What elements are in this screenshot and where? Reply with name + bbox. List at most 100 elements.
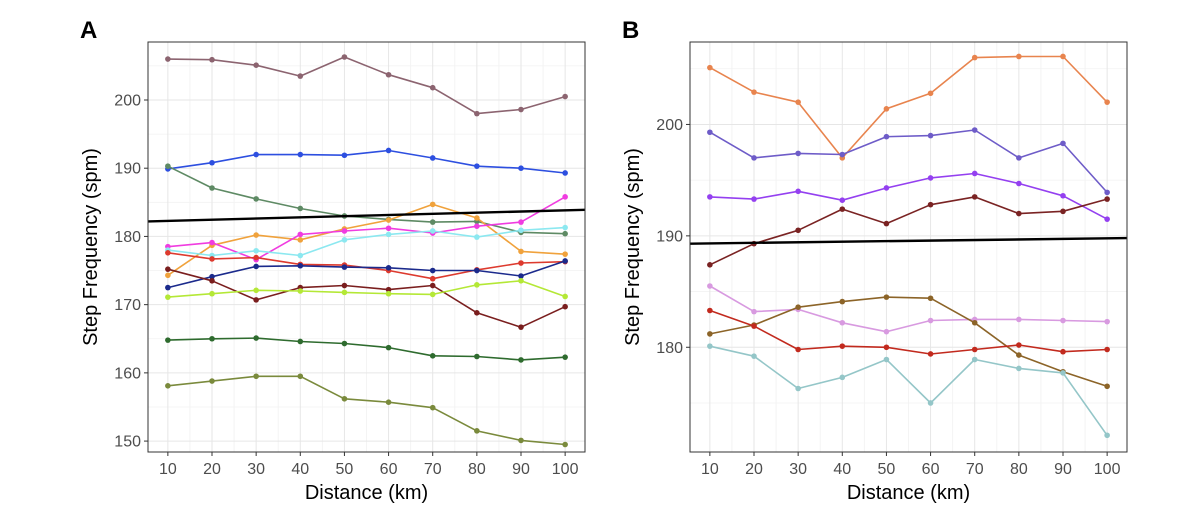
panel-b-series-2-point	[927, 132, 934, 139]
panel-b-x-tick-label: 50	[878, 461, 896, 478]
panel-b-series-7-point	[883, 344, 890, 351]
panel-a-series-12-point	[341, 395, 348, 402]
panel-a-series-10-line	[167, 279, 566, 298]
panel-a-series-2-point	[341, 152, 348, 159]
panel-b-series-8-point	[1060, 370, 1066, 376]
panel-a-series-9-point	[429, 282, 436, 289]
panel-b-series-7-point	[751, 323, 757, 329]
panel-a-series-1-point	[562, 93, 568, 100]
panel-a-series-12-point	[297, 373, 304, 380]
panel-b-series-3-point	[839, 197, 846, 204]
panel-a-series-9-point	[165, 266, 171, 272]
panel-a-series-1-point	[209, 56, 215, 63]
panel-b-trend-line	[689, 236, 1128, 245]
panel-a-series-9-point	[385, 286, 392, 293]
panel-a-series-2-point	[253, 151, 259, 158]
panel-a-x-tick-label: 90	[512, 461, 530, 478]
panel-b-series-8-point	[751, 353, 757, 359]
panel-a-series-3-point	[562, 230, 568, 237]
panel-b-border	[689, 41, 1128, 453]
panel-a-y-tick-label: 190	[114, 161, 141, 178]
panel-b-series-7-point	[795, 346, 801, 353]
panel-b-series	[689, 53, 1128, 439]
panel-b-series-4-point	[1104, 196, 1110, 202]
panel-b-series-3-point	[751, 196, 757, 202]
panel-a-series-11-point	[165, 337, 171, 343]
panel-a-series-11-point	[518, 357, 524, 363]
panel-a-axes: 10 20 30 40 50 60 70 80 90 100 150 160 170 180 190 200	[114, 92, 578, 478]
panel-b-series-6-point	[1104, 383, 1110, 390]
panel-a-x-tick-label: 80	[468, 461, 486, 478]
panel-b-series-4-point	[883, 220, 890, 227]
panel-b: B 10 20 30 40 50 60 70 80 90 100 180 190 200 Distanc…	[622, 17, 1128, 504]
panel-b-series-8-point	[707, 343, 713, 349]
panel-a-series-6-point	[297, 252, 304, 259]
panel-b-series-3-point	[795, 188, 801, 195]
panel-a-series-11-point	[474, 353, 480, 360]
panel-a-series-9-point	[474, 310, 480, 316]
panel-b-series-7-point	[1104, 346, 1110, 353]
panel-a-series-6-point	[253, 247, 259, 254]
panel-b-series-5-point	[707, 283, 713, 289]
panel-a-series-8-point	[165, 284, 171, 291]
panel-a-series-1-point	[297, 73, 304, 79]
panel-b-series-2-point	[1104, 189, 1110, 196]
panel-b-series-7-line	[709, 309, 1108, 355]
panel-a-series-1-point	[385, 71, 392, 78]
panel-a-series-8-point	[518, 273, 524, 279]
panel-a-series-10-point	[474, 282, 480, 288]
panel-a-series-4-point	[562, 251, 568, 257]
panel-a-series-5-point	[341, 228, 348, 234]
panel-b-series-4-point	[1060, 208, 1066, 215]
panel-b-series-5-point	[927, 317, 934, 324]
panel-a-series-12-point	[474, 428, 480, 434]
panel-b-series-3-point	[927, 175, 934, 181]
panel-a-series-6-point	[341, 237, 348, 243]
panel-b-series-5-point	[883, 328, 890, 335]
panel-a-series-12-point	[518, 437, 524, 444]
panel-a-series-7-point	[518, 260, 524, 266]
panel-a-series-11-line	[167, 337, 566, 361]
panel-a-x-axis-title: Distance (km)	[305, 482, 428, 504]
panel-a-y-tick-label: 150	[114, 434, 141, 451]
panel-b-series-6-point	[883, 294, 890, 300]
panel-b-series-8-point	[1104, 432, 1110, 439]
panel-a-trend-line	[147, 208, 586, 223]
panel-a-series-10-point	[385, 290, 392, 297]
panel-b-series-4-point	[927, 201, 934, 208]
panel-a-series-7-point	[253, 254, 259, 261]
panel-b-series-7-point	[1016, 342, 1022, 348]
panel-a-series-9-point	[518, 324, 524, 330]
panel-b-series-1-point	[883, 106, 890, 112]
panel-a-series-10-point	[165, 294, 171, 300]
panel-a-x-tick-label: 30	[247, 461, 265, 478]
panel-a-series-9-point	[341, 282, 348, 289]
panel-a-series	[147, 54, 586, 448]
panel-b-series-6-point	[927, 295, 934, 302]
panel-a-series-8-point	[297, 262, 304, 269]
panel-a-y-tick-label: 170	[114, 297, 141, 314]
panel-b-series-6-point	[971, 319, 978, 326]
panel-a-series-10-point	[297, 288, 304, 294]
panel-a-x-tick-label: 60	[380, 461, 398, 478]
panel-b-series-7-point	[707, 307, 713, 314]
panel-b-series-4-point	[707, 262, 713, 268]
panel-a-series-12-point	[429, 404, 436, 411]
panel-a-series-11-point	[562, 354, 568, 360]
panel-b-series-2-point	[1060, 140, 1066, 147]
panel-b-series-8-point	[927, 400, 934, 406]
panel-a-series-2-point	[562, 170, 568, 176]
panel-a-y-tick-label: 180	[114, 229, 141, 246]
panel-a-series-1-point	[518, 106, 524, 113]
panel-b-series-1-line	[709, 55, 1108, 159]
panel-b-axes: 10 20 30 40 50 60 70 80 90 100 180 190 200	[656, 117, 1120, 478]
panel-a-series-8-point	[341, 264, 348, 270]
panel-b-y-axis-title: Step Frequency (spm)	[622, 148, 644, 346]
panel-a-series-3-point	[297, 205, 304, 212]
panel-a-series-3-point	[165, 163, 171, 169]
panel-a-series-12-point	[253, 373, 259, 380]
panel-a-series-6-point	[474, 234, 480, 240]
panel-a-series-12-point	[209, 378, 215, 384]
panel-b-series-1-point	[1060, 53, 1066, 60]
panel-a-series-4-point	[474, 215, 480, 221]
